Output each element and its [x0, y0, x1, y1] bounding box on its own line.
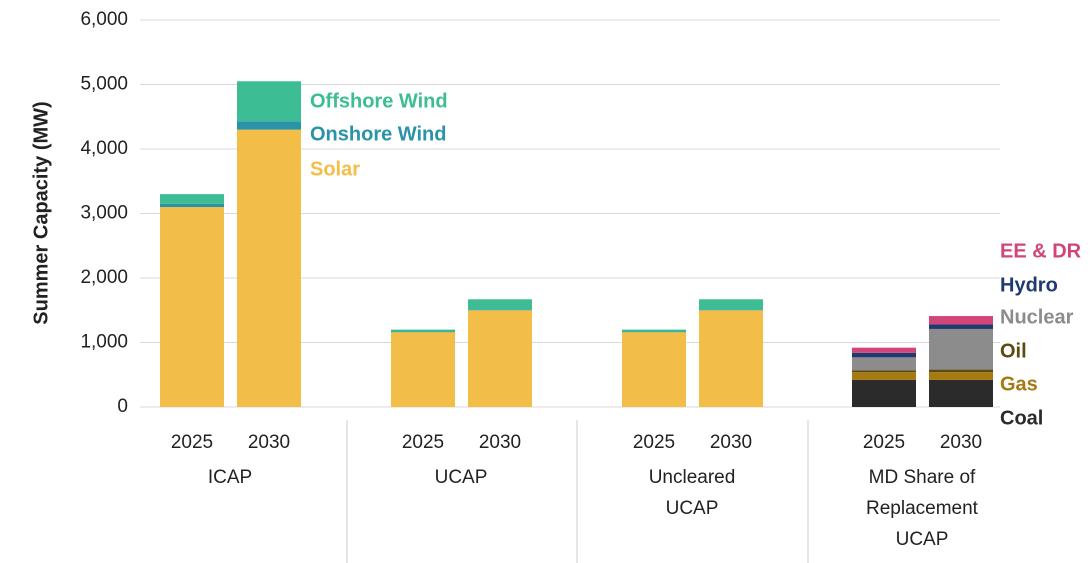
x-tick-label: 2025	[863, 432, 905, 453]
x-tick-label: 2025	[402, 432, 444, 453]
y-tick-label: 0	[117, 396, 128, 417]
bar-segment	[622, 331, 686, 333]
group-label: MD Share of	[869, 467, 976, 488]
bar-segment	[468, 310, 532, 407]
x-tick-label: 2030	[479, 432, 521, 453]
group-label: Replacement	[866, 498, 979, 519]
y-tick-label: 6,000	[80, 9, 128, 30]
group-label: UCAP	[435, 467, 488, 488]
bar-segment	[160, 203, 224, 208]
y-axis-label: Summer Capacity (MW)	[30, 101, 52, 324]
legend-label: Gas	[1000, 373, 1038, 395]
bar-segment	[852, 352, 916, 358]
group-label: ICAP	[208, 467, 252, 488]
bar-segment	[699, 310, 763, 407]
bar-segment	[852, 372, 916, 380]
bar-segment	[929, 379, 993, 407]
y-tick-label: 3,000	[80, 203, 128, 224]
bar-segment	[160, 194, 224, 204]
bar-segment	[852, 370, 916, 373]
group-label: Uncleared	[649, 467, 736, 488]
legend-label: Offshore Wind	[310, 90, 448, 112]
bar-segment	[699, 309, 763, 311]
legend-label: EE & DR	[1000, 240, 1082, 262]
bar-segment	[929, 328, 993, 370]
legend-label: Hydro	[1000, 274, 1058, 296]
legend-label: Nuclear	[1000, 306, 1074, 328]
bar-segment	[468, 299, 532, 310]
bar-segment	[237, 81, 301, 122]
bar-segment	[852, 357, 916, 371]
bar-segment	[237, 129, 301, 407]
bar-segment	[929, 324, 993, 329]
group-label: UCAP	[666, 498, 719, 519]
x-tick-label: 2030	[248, 432, 290, 453]
bar-segment	[699, 299, 763, 310]
y-tick-label: 2,000	[80, 267, 128, 288]
bar-segment	[160, 207, 224, 407]
legend-label: Oil	[1000, 340, 1027, 362]
legend-label: Coal	[1000, 407, 1043, 429]
bar-segment	[929, 372, 993, 380]
y-tick-label: 1,000	[80, 332, 128, 353]
y-tick-label: 5,000	[80, 74, 128, 95]
bar-segment	[622, 332, 686, 407]
x-tick-label: 2025	[633, 432, 675, 453]
legend-label: Solar	[310, 158, 360, 180]
bar-segment	[468, 309, 532, 311]
x-tick-label: 2030	[710, 432, 752, 453]
bar-segment	[391, 332, 455, 407]
x-tick-label: 2025	[171, 432, 213, 453]
bar-segment	[929, 316, 993, 325]
bar-segment	[929, 369, 993, 373]
bar-segment	[391, 331, 455, 333]
x-tick-label: 2030	[940, 432, 982, 453]
bar-segment	[852, 347, 916, 353]
legend-label: Onshore Wind	[310, 123, 446, 145]
bar-segment	[237, 121, 301, 130]
bar-segment	[852, 379, 916, 407]
bar-segment	[391, 329, 455, 332]
group-label: UCAP	[896, 529, 949, 550]
bar-segment	[622, 329, 686, 332]
y-tick-label: 4,000	[80, 138, 128, 159]
